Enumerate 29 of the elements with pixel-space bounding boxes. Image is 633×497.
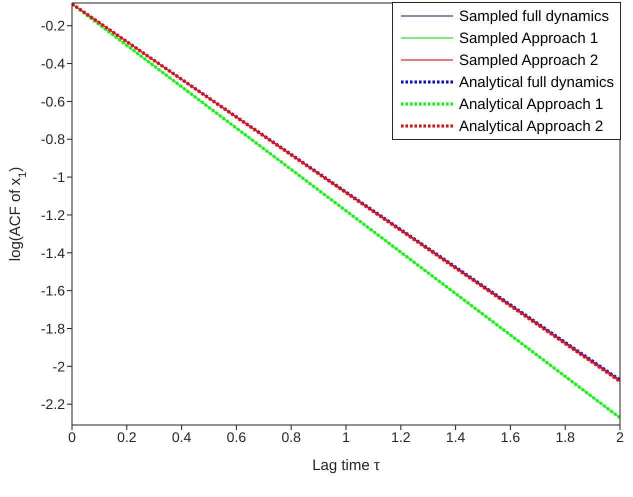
y-tick-label: -0.4 xyxy=(40,56,66,72)
x-tick-label: 2 xyxy=(616,428,624,445)
x-axis-title: Lag time τ xyxy=(312,457,380,474)
y-tick-label: -1.2 xyxy=(40,206,66,223)
y-tick-label: -1 xyxy=(52,169,66,186)
x-tick-label: 0 xyxy=(68,428,76,445)
legend-label: Sampled full dynamics xyxy=(458,8,610,24)
legend-label: Sampled Approach 2 xyxy=(458,52,598,68)
x-tick-label: 0.6 xyxy=(226,428,246,445)
legend-label: Analytical full dynamics xyxy=(458,74,614,90)
y-tick-label: -0.2 xyxy=(40,18,66,34)
x-tick-label: 1 xyxy=(342,428,350,445)
x-tick-label: 1.4 xyxy=(446,428,466,445)
x-tick-label: 0.2 xyxy=(117,428,137,445)
x-tick-label: 0.4 xyxy=(172,428,192,445)
legend-label: Analytical Approach 1 xyxy=(458,96,604,112)
x-tick-label: 1.6 xyxy=(500,428,520,445)
y-tick-label: -0.8 xyxy=(40,131,66,148)
x-tick-label: 1.2 xyxy=(391,428,411,445)
y-tick-label: -2 xyxy=(52,358,66,374)
x-tick-label: 1.8 xyxy=(555,428,576,445)
y-tick-label: -1.6 xyxy=(40,282,66,299)
y-tick-label: -0.6 xyxy=(40,93,66,110)
legend-label: Analytical Approach 2 xyxy=(458,118,604,134)
legend-label: Sampled Approach 1 xyxy=(458,30,598,46)
y-tick-label: -1.8 xyxy=(40,320,66,336)
y-tick-label: -1.4 xyxy=(40,244,66,261)
y-tick-label: -2.2 xyxy=(40,396,66,412)
x-tick-label: 0.8 xyxy=(281,428,302,445)
